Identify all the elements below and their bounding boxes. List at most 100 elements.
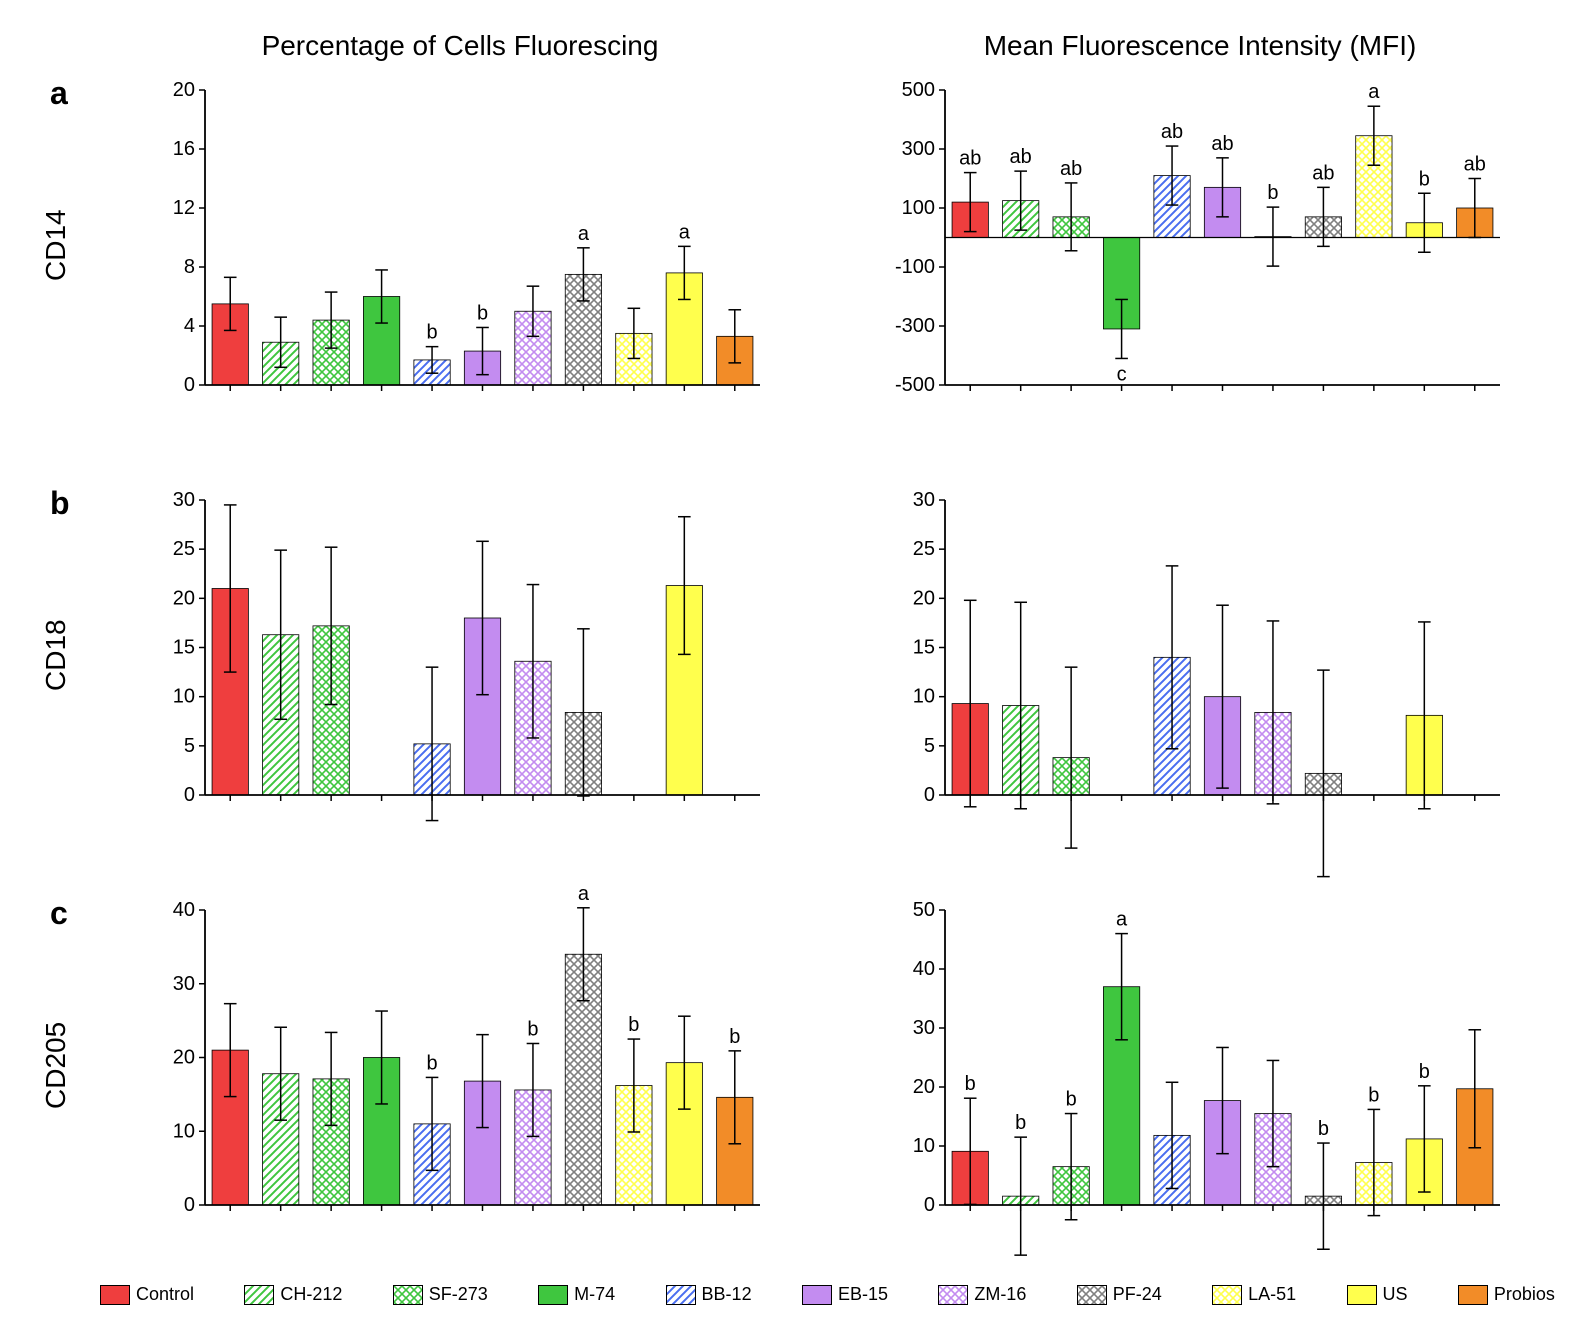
- svg-text:ab: ab: [1161, 121, 1183, 143]
- svg-text:b: b: [729, 1026, 740, 1048]
- legend-label: EB-15: [838, 1284, 888, 1305]
- svg-text:ab: ab: [1010, 146, 1032, 168]
- legend-swatch: [802, 1285, 832, 1305]
- legend-item-ZM-16: ZM-16: [938, 1284, 1026, 1305]
- svg-text:40: 40: [913, 958, 935, 980]
- svg-text:ab: ab: [1312, 162, 1334, 184]
- svg-text:30: 30: [173, 489, 195, 511]
- right-column-title: Mean Fluorescence Intensity (MFI): [890, 30, 1510, 62]
- legend-swatch: [666, 1285, 696, 1305]
- left-column-title: Percentage of Cells Fluorescing: [150, 30, 770, 62]
- legend-item-M-74: M-74: [538, 1284, 615, 1305]
- chart-b-right: 0 5 10 15 20 25 30: [890, 490, 1510, 810]
- svg-text:100: 100: [902, 197, 935, 219]
- svg-text:b: b: [965, 1073, 976, 1095]
- legend: Control CH-212: [100, 1284, 1555, 1305]
- svg-text:a: a: [1368, 81, 1380, 103]
- svg-text:25: 25: [913, 538, 935, 560]
- svg-text:b: b: [477, 302, 488, 324]
- svg-text:b: b: [527, 1018, 538, 1040]
- svg-text:500: 500: [902, 79, 935, 101]
- legend-swatch: [244, 1285, 274, 1305]
- chart-c-right: 01020304050bbbabbb: [890, 900, 1510, 1220]
- svg-text:-100: -100: [895, 256, 935, 278]
- svg-text:0: 0: [184, 374, 195, 396]
- svg-text:a: a: [1116, 909, 1128, 931]
- legend-item-Control: Control: [100, 1284, 194, 1305]
- svg-text:20: 20: [913, 1076, 935, 1098]
- svg-text:50: 50: [913, 899, 935, 921]
- svg-text:0: 0: [924, 784, 935, 806]
- svg-text:25: 25: [173, 538, 195, 560]
- legend-item-CH-212: CH-212: [244, 1284, 342, 1305]
- legend-label: PF-24: [1113, 1284, 1162, 1305]
- svg-text:300: 300: [902, 138, 935, 160]
- legend-label: M-74: [574, 1284, 615, 1305]
- svg-text:b: b: [1015, 1112, 1026, 1134]
- panel-label-c: c: [50, 895, 68, 932]
- svg-text:10: 10: [913, 686, 935, 708]
- chart-b-left: 0 5 10 15 20 25 30: [150, 490, 770, 810]
- svg-text:30: 30: [173, 973, 195, 995]
- legend-label: BB-12: [702, 1284, 752, 1305]
- svg-text:b: b: [1318, 1118, 1329, 1140]
- legend-item-PF-24: PF-24: [1077, 1284, 1162, 1305]
- svg-text:12: 12: [173, 197, 195, 219]
- svg-text:20: 20: [913, 587, 935, 609]
- svg-text:0: 0: [924, 1194, 935, 1216]
- legend-item-US: US: [1347, 1284, 1408, 1305]
- svg-text:30: 30: [913, 1017, 935, 1039]
- svg-text:b: b: [1419, 1061, 1430, 1083]
- svg-text:ab: ab: [1060, 158, 1082, 180]
- svg-text:5: 5: [184, 735, 195, 757]
- chart-a-left: 048121620bbaa: [150, 80, 770, 400]
- svg-text:-500: -500: [895, 374, 935, 396]
- figure-root: Percentage of Cells Fluorescing Mean Flu…: [20, 20, 1575, 1305]
- svg-text:ab: ab: [1464, 154, 1486, 176]
- svg-text:b: b: [628, 1014, 639, 1036]
- svg-text:40: 40: [173, 899, 195, 921]
- chart-a-right: -500-300-100100300500abababcababbababab: [890, 80, 1510, 400]
- svg-text:10: 10: [913, 1135, 935, 1157]
- row-label-cd18: CD18: [40, 580, 72, 730]
- svg-text:4: 4: [184, 315, 195, 337]
- panel-label-b: b: [50, 485, 70, 522]
- svg-text:b: b: [426, 322, 437, 344]
- svg-text:-300: -300: [895, 315, 935, 337]
- legend-label: SF-273: [429, 1284, 488, 1305]
- svg-text:10: 10: [173, 686, 195, 708]
- chart-c-left: 010203040bbabb: [150, 900, 770, 1220]
- svg-text:a: a: [578, 883, 590, 905]
- legend-swatch: [1458, 1285, 1488, 1305]
- svg-text:30: 30: [913, 489, 935, 511]
- legend-swatch: [1347, 1285, 1377, 1305]
- svg-text:b: b: [1419, 168, 1430, 190]
- row-label-cd14: CD14: [40, 170, 72, 320]
- legend-label: LA-51: [1248, 1284, 1296, 1305]
- svg-text:b: b: [1267, 182, 1278, 204]
- svg-text:10: 10: [173, 1120, 195, 1142]
- legend-swatch: [1212, 1285, 1242, 1305]
- svg-text:0: 0: [184, 784, 195, 806]
- svg-text:5: 5: [924, 735, 935, 757]
- row-label-cd205: CD205: [40, 990, 72, 1140]
- panel-label-a: a: [50, 75, 68, 112]
- svg-text:20: 20: [173, 79, 195, 101]
- svg-text:b: b: [426, 1052, 437, 1074]
- legend-item-LA-51: LA-51: [1212, 1284, 1296, 1305]
- legend-swatch: [1077, 1285, 1107, 1305]
- legend-swatch: [938, 1285, 968, 1305]
- svg-text:20: 20: [173, 587, 195, 609]
- svg-text:0: 0: [184, 1194, 195, 1216]
- svg-text:ab: ab: [1211, 133, 1233, 155]
- svg-text:8: 8: [184, 256, 195, 278]
- legend-label: Probios: [1494, 1284, 1555, 1305]
- svg-text:15: 15: [173, 637, 195, 659]
- legend-label: US: [1383, 1284, 1408, 1305]
- legend-label: ZM-16: [974, 1284, 1026, 1305]
- legend-item-BB-12: BB-12: [666, 1284, 752, 1305]
- legend-item-EB-15: EB-15: [802, 1284, 888, 1305]
- svg-text:15: 15: [913, 637, 935, 659]
- svg-text:a: a: [578, 223, 590, 245]
- svg-text:c: c: [1117, 363, 1127, 385]
